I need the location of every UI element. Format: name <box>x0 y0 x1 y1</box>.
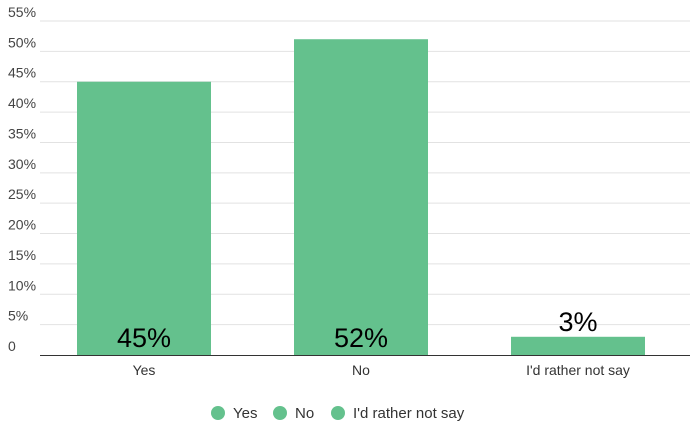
y-tick-label: 40% <box>8 95 36 111</box>
x-axis-ticks: Yes No I'd rather not say <box>133 362 630 378</box>
data-label: 3% <box>558 307 597 337</box>
x-tick-label: No <box>352 362 370 378</box>
y-tick-label: 35% <box>8 125 36 141</box>
legend-label: No <box>295 405 314 422</box>
y-tick-label: 50% <box>8 34 36 50</box>
x-tick-label: I'd rather not say <box>526 362 630 378</box>
bar-yes <box>77 81 211 356</box>
legend: Yes No I'd rather not say <box>211 405 465 422</box>
bar-no <box>294 39 428 356</box>
legend-marker <box>211 406 225 420</box>
legend-marker <box>273 406 287 420</box>
y-tick-label: 25% <box>8 186 36 202</box>
legend-marker <box>331 406 345 420</box>
bars <box>77 39 645 356</box>
y-axis-ticks: 0 5% 10% 15% 20% 25% 30% 35% 40% 45% 50% 55% <box>8 4 36 354</box>
y-tick-label: 45% <box>8 65 36 81</box>
y-tick-label: 30% <box>8 156 36 172</box>
y-tick-label: 10% <box>8 277 36 293</box>
data-labels: 45% 52% 3% <box>117 307 598 353</box>
data-label: 52% <box>334 323 388 353</box>
y-tick-label: 15% <box>8 247 36 263</box>
y-tick-label: 5% <box>8 308 28 324</box>
legend-label: Yes <box>233 405 257 422</box>
bar-i-d-rather-not-say <box>511 336 645 355</box>
data-label: 45% <box>117 323 171 353</box>
x-tick-label: Yes <box>133 362 156 378</box>
legend-label: I'd rather not say <box>353 405 465 422</box>
y-tick-label: 20% <box>8 217 36 233</box>
y-tick-label: 0 <box>8 338 16 354</box>
y-tick-label: 55% <box>8 4 36 20</box>
